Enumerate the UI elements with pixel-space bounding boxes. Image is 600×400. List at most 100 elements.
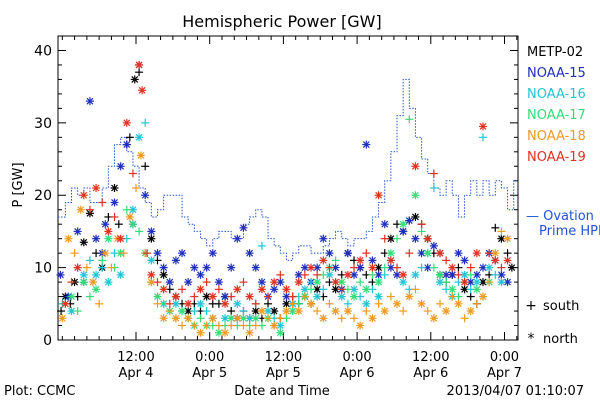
star-d2 (172, 314, 180, 322)
data-point-north (104, 234, 113, 243)
data-point-south (386, 292, 395, 301)
star-d2 (356, 264, 364, 272)
data-point-north (460, 285, 469, 294)
data-point-north (147, 234, 156, 243)
data-point-north (399, 220, 408, 229)
star-d2 (436, 278, 444, 286)
data-point-north (251, 314, 260, 323)
marker-legend-label: north (543, 332, 578, 347)
data-point-north (239, 223, 248, 232)
star-d2 (504, 235, 511, 243)
data-point-north (147, 227, 156, 236)
star-d2 (313, 293, 321, 300)
data-point-south (239, 278, 248, 287)
star-d2 (184, 314, 192, 322)
data-point-south (399, 307, 408, 316)
star-d2 (270, 278, 278, 286)
star-d2 (332, 264, 340, 272)
data-point-north (221, 299, 230, 308)
star-d2 (461, 271, 468, 279)
star-d2 (479, 264, 487, 272)
data-point-south (202, 307, 211, 316)
star-d2 (399, 228, 407, 235)
footer-credit: Plot: CCMC (4, 384, 75, 399)
data-point-north (411, 270, 420, 279)
data-point-south (325, 263, 334, 272)
star-d2 (80, 271, 88, 279)
star-d2 (399, 220, 407, 228)
star-d2 (240, 224, 247, 232)
star-d2 (375, 278, 383, 286)
star-d2 (197, 300, 204, 308)
star-d2 (326, 249, 333, 257)
data-point-south (380, 234, 389, 243)
data-point-south (319, 285, 328, 294)
data-point-north (196, 270, 205, 279)
star-d2 (338, 293, 346, 300)
data-point-north (214, 278, 223, 287)
data-point-north (319, 256, 328, 265)
data-point-north (116, 234, 125, 243)
data-point-north (343, 270, 352, 279)
data-point-north (116, 162, 125, 171)
star-d2 (504, 256, 511, 264)
data-point-north (270, 285, 279, 294)
star-d2 (283, 300, 290, 308)
star-d2 (461, 278, 468, 286)
data-point-north (147, 278, 156, 287)
star-d2 (246, 293, 254, 300)
legend: METP-02 NOAA-15 NOAA-16 NOAA-17 NOAA-18 NOAA-… (525, 45, 600, 347)
data-point-north (202, 263, 211, 272)
data-point-north (411, 162, 420, 171)
chart-title: Hemispheric Power [GW] (182, 12, 381, 31)
data-point-south (128, 169, 137, 178)
data-point-north (101, 220, 110, 229)
data-point-south (405, 249, 414, 258)
data-point-north (233, 234, 242, 243)
star-d2 (491, 256, 499, 264)
data-point-south (141, 162, 150, 171)
star-d2 (387, 264, 395, 272)
data-point-north (125, 212, 134, 221)
data-point-north (337, 292, 346, 301)
data-point-south (82, 263, 91, 272)
x-tick-sublabel: Apr 5 (192, 366, 227, 381)
data-point-south (380, 263, 389, 272)
star-d2 (101, 249, 109, 257)
data-point-north (448, 263, 457, 272)
data-point-south (393, 263, 402, 272)
data-point-south (95, 299, 104, 308)
star-d2 (387, 249, 395, 257)
star-d2 (375, 264, 383, 272)
data-point-north (380, 307, 389, 316)
star-d2 (209, 249, 217, 257)
star-d2 (190, 264, 198, 272)
data-point-south (143, 249, 152, 258)
star-d2 (313, 264, 321, 272)
y-axis-label: P [GW] (11, 162, 26, 207)
star-d2 (418, 300, 426, 308)
star-d2 (338, 278, 346, 286)
data-point-north (307, 299, 316, 308)
data-point-south (178, 321, 187, 330)
data-point-south (67, 278, 76, 287)
data-point-north (497, 278, 506, 287)
star-d2 (393, 300, 401, 308)
star-d2 (101, 220, 109, 228)
data-point-north (92, 285, 101, 294)
star-d2 (430, 242, 438, 250)
data-point-south (300, 292, 309, 301)
data-point-north (85, 97, 94, 106)
data-point-north (128, 220, 137, 229)
data-point-north (159, 285, 168, 294)
data-point-south (497, 263, 506, 272)
data-point-south (325, 299, 334, 308)
star-d2 (369, 264, 376, 272)
star-d2 (442, 271, 450, 279)
star-d2 (393, 271, 401, 279)
data-point-north (466, 307, 475, 316)
star-d2 (412, 235, 419, 243)
star-d2 (160, 314, 168, 322)
data-point-south (227, 321, 236, 330)
star-d2 (350, 293, 358, 300)
